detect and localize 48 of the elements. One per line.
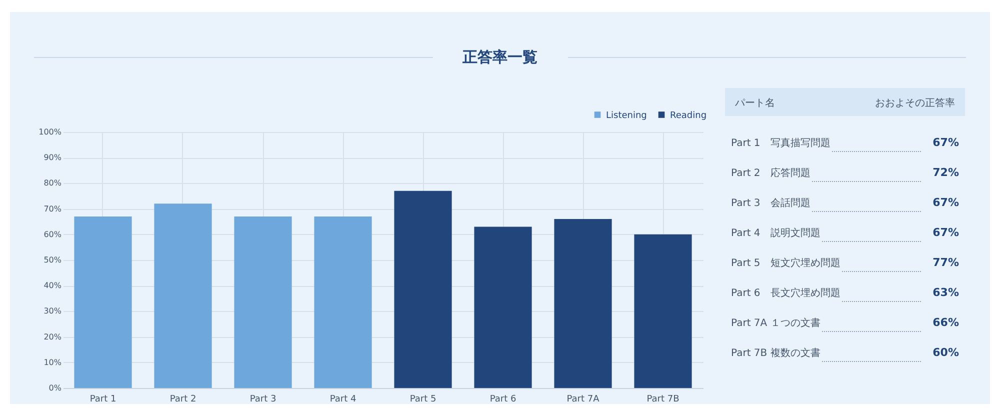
chart-title: 正答率一覧 <box>462 48 538 66</box>
text: 72% <box>932 166 959 179</box>
x-tick-label: Part 7B <box>646 394 680 404</box>
x-tick-label: Part 5 <box>410 394 436 404</box>
bar <box>554 219 612 388</box>
text: Part 3 会話問題 <box>731 196 810 210</box>
y-tick-label: 40% <box>44 281 62 290</box>
text: Part 1 写真描写問題 <box>731 136 830 150</box>
legend-label: Listening <box>606 110 647 121</box>
text: 60% <box>932 346 959 359</box>
y-tick-label: 10% <box>44 358 62 367</box>
x-tick-label: Part 6 <box>490 394 516 404</box>
text: Part 5 短文穴埋め問題 <box>731 256 840 270</box>
text: Part 2 応答問題 <box>731 166 810 180</box>
text: Part 7B 複数の文書 <box>731 346 820 360</box>
text: 77% <box>932 256 959 269</box>
text: パート名 <box>735 97 775 109</box>
text: 66% <box>932 316 959 329</box>
text: Part 4 説明文問題 <box>731 226 820 240</box>
bar <box>634 234 692 388</box>
x-tick-label: Part 2 <box>170 394 196 404</box>
bar <box>474 226 532 388</box>
text: 67% <box>932 136 959 149</box>
x-tick-label: Part 1 <box>90 394 116 404</box>
bar <box>234 216 292 388</box>
y-tick-label: 60% <box>44 230 62 239</box>
y-tick-label: 20% <box>44 332 62 342</box>
text: Part 6 長文穴埋め問題 <box>731 286 840 300</box>
y-tick-label: 100% <box>38 128 62 136</box>
bar <box>74 216 132 388</box>
bar <box>314 216 372 388</box>
y-tick-label: 30% <box>44 306 62 316</box>
x-tick-label: Part 7A <box>566 394 600 404</box>
y-tick-label: 80% <box>44 178 62 188</box>
text: Part 7A １つの文書 <box>731 316 820 330</box>
text: 63% <box>932 286 959 299</box>
text: 67% <box>932 226 959 239</box>
x-tick-label: Part 4 <box>330 394 356 404</box>
y-tick-label: 0% <box>48 384 62 392</box>
legend-label: Reading <box>670 110 707 121</box>
bar <box>154 204 212 388</box>
x-tick-label: Part 3 <box>250 394 276 404</box>
text: 67% <box>932 196 959 209</box>
y-tick-label: 70% <box>44 204 62 214</box>
y-tick-label: 50% <box>44 256 62 264</box>
bar <box>394 190 452 388</box>
y-tick-label: 90% <box>44 153 62 162</box>
text: おおよその正答率 <box>875 96 955 109</box>
